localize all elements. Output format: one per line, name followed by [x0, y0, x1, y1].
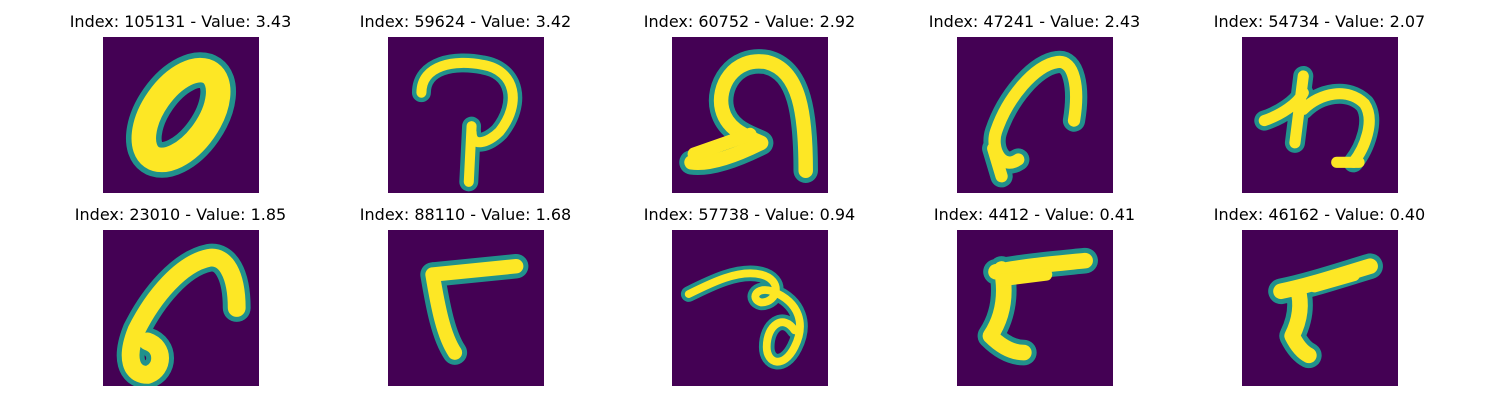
- panel-title: Index: 59624 - Value: 3.42: [359, 12, 572, 31]
- panel-5: Index: 54734 - Value: 2.07: [1177, 0, 1462, 193]
- digit-image: [388, 37, 544, 193]
- digit-image: [1242, 37, 1398, 193]
- panel-9: Index: 4412 - Value: 0.41: [892, 193, 1177, 386]
- panel-6: Index: 23010 - Value: 1.85: [38, 193, 323, 386]
- digit-image: [672, 230, 828, 386]
- digit-image: [957, 37, 1113, 193]
- panel-3: Index: 60752 - Value: 2.92: [607, 0, 892, 193]
- digit-image: [388, 230, 544, 386]
- panel-10: Index: 46162 - Value: 0.40: [1177, 193, 1462, 386]
- panel-title: Index: 54734 - Value: 2.07: [1213, 12, 1426, 31]
- digit-image: [957, 230, 1113, 386]
- panel-1: Index: 105131 - Value: 3.43: [38, 0, 323, 193]
- panel-title: Index: 46162 - Value: 0.40: [1213, 205, 1426, 224]
- panel-2: Index: 59624 - Value: 3.42: [323, 0, 608, 193]
- digit-image: [103, 37, 259, 193]
- panel-title: Index: 60752 - Value: 2.92: [643, 12, 856, 31]
- panel-7: Index: 88110 - Value: 1.68: [323, 193, 608, 386]
- digit-image: [1242, 230, 1398, 386]
- panel-title: Index: 47241 - Value: 2.43: [928, 12, 1141, 31]
- digit-image: [103, 230, 259, 386]
- panel-title: Index: 88110 - Value: 1.68: [359, 205, 572, 224]
- panel-title: Index: 23010 - Value: 1.85: [74, 205, 287, 224]
- panel-title: Index: 105131 - Value: 3.43: [69, 12, 292, 31]
- panel-title: Index: 4412 - Value: 0.41: [933, 205, 1136, 224]
- panel-4: Index: 47241 - Value: 2.43: [892, 0, 1177, 193]
- digit-image: [672, 37, 828, 193]
- panel-title: Index: 57738 - Value: 0.94: [643, 205, 856, 224]
- panel-8: Index: 57738 - Value: 0.94: [607, 193, 892, 386]
